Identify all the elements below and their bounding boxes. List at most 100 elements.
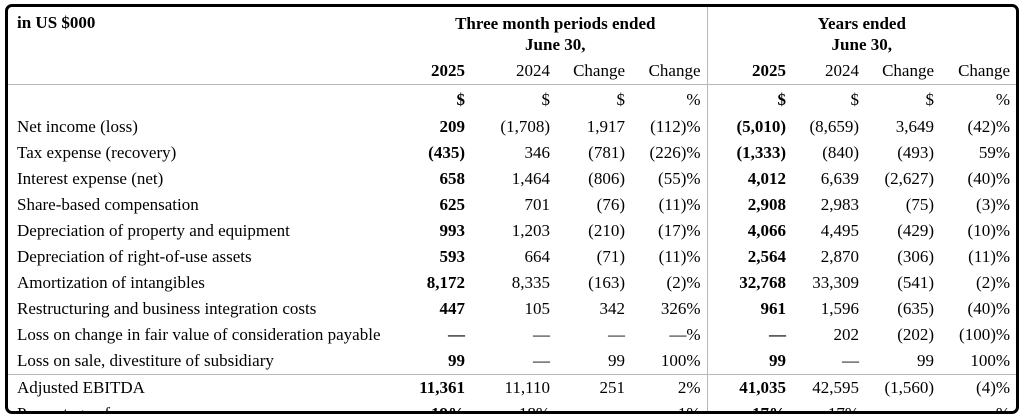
cell-value: (5,010) <box>706 114 793 140</box>
cell-value: 100% <box>970 351 1011 370</box>
cell-value: 961 <box>706 296 793 322</box>
col-header-q-2025: 2025 <box>404 57 471 85</box>
cell-value: 4,495 <box>820 221 860 240</box>
section-title-three-month: Three month periods ended June 30, <box>404 7 707 57</box>
table-row-depreciation-ppe: Depreciation of property and equipment 9… <box>8 218 1016 244</box>
cell-value: (76) <box>596 195 625 214</box>
section-title-line2: June 30, <box>831 35 893 54</box>
col-header-q-change-pct: Change <box>631 57 708 85</box>
unit-symbol: $ <box>541 89 551 109</box>
cell-value: 8,172 <box>426 273 465 292</box>
table-row-restructuring: Restructuring and business integration c… <box>8 296 1016 322</box>
cell-value: 326% <box>660 299 701 318</box>
unit-symbol: % <box>995 89 1011 109</box>
row-label: Loss on sale, divestiture of subsidiary <box>17 351 274 370</box>
unit-symbol: % <box>686 89 701 109</box>
table-row-loss-fair-value: Loss on change in fair value of consider… <box>8 322 1016 348</box>
cell-value: (1,560) <box>865 374 941 401</box>
cell-value: — <box>706 322 793 348</box>
cell-value: 2,870 <box>820 247 860 266</box>
unit-symbol: $ <box>925 89 935 109</box>
cell-value: (42)% <box>967 117 1011 136</box>
cell-value: (781) <box>588 143 625 162</box>
cell-value: (112)% <box>650 117 701 136</box>
cell-value: (11)% <box>658 247 701 266</box>
cell-value: — <box>842 351 860 370</box>
cell-value: (429) <box>897 221 935 240</box>
cell-value: 11,110 <box>471 374 556 401</box>
cell-value <box>556 401 631 411</box>
row-label: Interest expense (net) <box>17 169 164 188</box>
table-row-percentage-of-revenue: Percentage of revenue 19% 18% 1% 17% 17%… <box>8 401 1016 414</box>
cell-value: 8,335 <box>511 273 550 292</box>
unit-symbol: $ <box>850 89 860 109</box>
cell-value: (71) <box>596 247 625 266</box>
table-row-net-income: Net income (loss) 209 (1,708) 1,917 (112… <box>8 114 1016 140</box>
cell-value: (17)% <box>658 221 701 240</box>
cell-value: (226)% <box>649 143 701 162</box>
cell-value: 18% <box>518 404 550 414</box>
cell-value: (202) <box>897 325 935 344</box>
ebitda-reconciliation-table: in US $000 Three month periods ended Jun… <box>5 4 1019 414</box>
cell-value: 1,464 <box>511 169 550 188</box>
cell-value: (541) <box>897 273 935 292</box>
financial-table: in US $000 Three month periods ended Jun… <box>8 7 1016 414</box>
section-title-line2: June 30, <box>525 35 586 54</box>
table-row-loss-on-sale: Loss on sale, divestiture of subsidiary … <box>8 348 1016 375</box>
col-header-y-change: Change <box>865 57 941 85</box>
cell-value: 251 <box>556 374 631 401</box>
cell-value: 342 <box>599 299 626 318</box>
row-label: Restructuring and business integration c… <box>17 299 317 318</box>
cell-value: 99 <box>917 351 935 370</box>
cell-value: (40)% <box>967 169 1011 188</box>
cell-value: (306) <box>897 247 935 266</box>
year-header-row: 2025 2024 Change Change 2025 2024 Change… <box>8 57 1016 85</box>
cell-value: 658 <box>439 169 466 188</box>
row-label: Adjusted EBITDA <box>8 374 404 401</box>
cell-value: 59% <box>978 143 1011 162</box>
cell-value <box>865 401 940 411</box>
cell-value: 1,917 <box>586 117 625 136</box>
cell-value: 2,564 <box>706 244 793 270</box>
cell-value: (806) <box>588 169 625 188</box>
cell-value: (210) <box>588 221 625 240</box>
cell-value: (493) <box>897 143 935 162</box>
section-header-row: in US $000 Three month periods ended Jun… <box>8 7 1016 57</box>
col-header-y-2024: 2024 <box>792 57 866 85</box>
cell-value: 17% <box>706 401 793 411</box>
cell-value: 4,066 <box>706 218 793 244</box>
cell-value: 447 <box>439 299 466 318</box>
cell-value: 209 <box>439 117 466 136</box>
row-label: Tax expense (recovery) <box>17 143 177 162</box>
cell-value: 1,596 <box>820 299 860 318</box>
cell-value: (840) <box>822 143 860 162</box>
row-label: Amortization of intangibles <box>17 273 205 292</box>
cell-value: 4,012 <box>706 166 793 192</box>
cell-value: 2% <box>631 374 708 401</box>
table-row-tax-expense: Tax expense (recovery) (435) 346 (781) (… <box>8 140 1016 166</box>
unit-label: in US $000 <box>17 13 96 32</box>
cell-value: 2,983 <box>820 195 860 214</box>
unit-symbol: $ <box>706 84 793 114</box>
cell-value: 19% <box>431 404 465 414</box>
cell-value: 664 <box>524 247 551 266</box>
cell-value: 2,908 <box>706 192 793 218</box>
empty-header-cell <box>8 57 404 85</box>
row-label: Net income (loss) <box>17 117 138 136</box>
section-title-line1: Years ended <box>817 14 906 33</box>
cell-value: (2,627) <box>884 169 935 188</box>
col-header-y-2025: 2025 <box>706 57 793 85</box>
cell-value: (11)% <box>658 195 701 214</box>
cell-value: 42,595 <box>792 374 866 401</box>
cell-value: (11)% <box>968 247 1011 266</box>
cell-value: —% <box>978 404 1011 414</box>
row-label: Depreciation of right-of-use assets <box>17 247 252 266</box>
cell-value: 6,639 <box>820 169 860 188</box>
cell-value: — <box>533 325 550 344</box>
cell-value: 202 <box>833 325 860 344</box>
unit-symbol-row: $ $ $ % $ $ $ % <box>8 84 1016 114</box>
cell-value: (3)% <box>976 195 1011 214</box>
cell-value: —% <box>669 325 701 344</box>
cell-value: (100)% <box>959 325 1011 344</box>
cell-value: 32,768 <box>706 270 793 296</box>
